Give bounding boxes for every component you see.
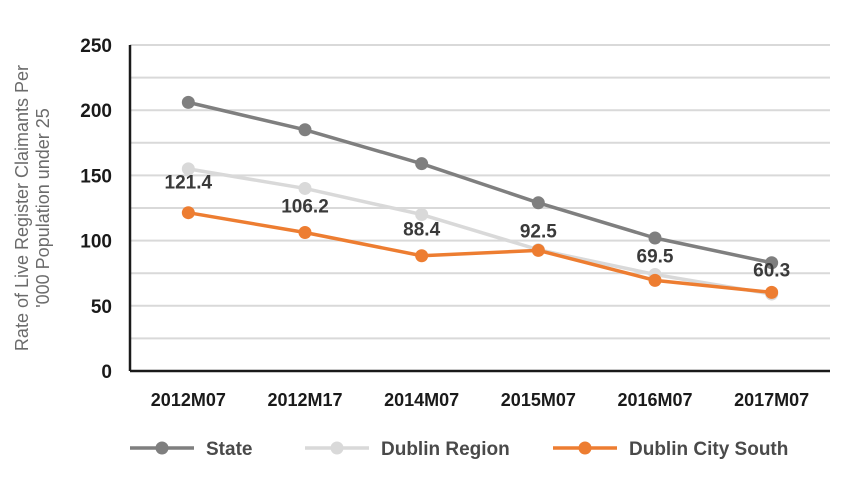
legend-label: Dublin Region <box>381 439 510 460</box>
series-line-state <box>187 100 773 265</box>
y-axis-title-line: '000 Population under 25 <box>33 108 53 308</box>
y-tick-label: 150 <box>80 166 112 187</box>
legend-label: State <box>206 439 252 460</box>
y-tick-label: 100 <box>80 232 112 253</box>
data-point <box>415 157 429 171</box>
x-tick-label: 2014M07 <box>384 390 459 410</box>
data-label: 88.4 <box>403 220 440 241</box>
data-point <box>765 256 779 270</box>
y-tick-label: 0 <box>101 362 112 383</box>
data-point <box>531 196 545 210</box>
series-lines <box>181 95 779 301</box>
y-tick-label: 50 <box>91 297 112 318</box>
x-tick-label: 2016M07 <box>617 390 692 410</box>
y-tick-label: 250 <box>80 36 112 57</box>
series-line-dublin-region <box>188 167 772 296</box>
legend-marker <box>330 441 344 455</box>
y-tick-label: 200 <box>80 101 112 122</box>
legend-marker <box>155 441 169 455</box>
legend-marker <box>578 441 592 455</box>
data-label: 69.5 <box>637 246 674 267</box>
data-point <box>181 162 195 176</box>
data-point <box>415 249 429 263</box>
data-label: 106.2 <box>281 197 329 218</box>
legend: State Dublin Region Dublin City South <box>130 439 788 460</box>
axes: 0 50 100 150 200 250 2012M07 2012M17 2014M07 2015… <box>12 36 830 410</box>
x-tick-label: 2015M07 <box>501 390 576 410</box>
data-label: 121.4 <box>165 173 213 194</box>
series-line-dublin-city-south <box>188 210 772 295</box>
gridlines <box>130 44 830 340</box>
data-point <box>531 243 545 257</box>
data-point <box>415 208 429 222</box>
data-point <box>648 273 662 287</box>
data-point <box>298 181 312 195</box>
x-tick-label: 2012M17 <box>267 390 342 410</box>
data-point <box>648 231 662 245</box>
y-axis-title-line: Rate of Live Register Claimants Per <box>12 65 32 351</box>
data-label: 92.5 <box>520 221 557 242</box>
x-tick-label: 2012M07 <box>151 390 226 410</box>
data-point <box>181 95 195 109</box>
data-label: 60.3 <box>753 260 790 281</box>
data-point <box>298 123 312 137</box>
x-tick-label: 2017M07 <box>734 390 809 410</box>
data-point <box>181 206 195 220</box>
data-point <box>765 285 779 299</box>
data-point <box>298 226 312 240</box>
y-axis-title: Rate of Live Register Claimants Per'000 … <box>12 65 53 351</box>
data-labels: 121.4 106.2 88.4 92.5 69.5 60.3 <box>165 173 791 282</box>
legend-label: Dublin City South <box>629 439 788 460</box>
